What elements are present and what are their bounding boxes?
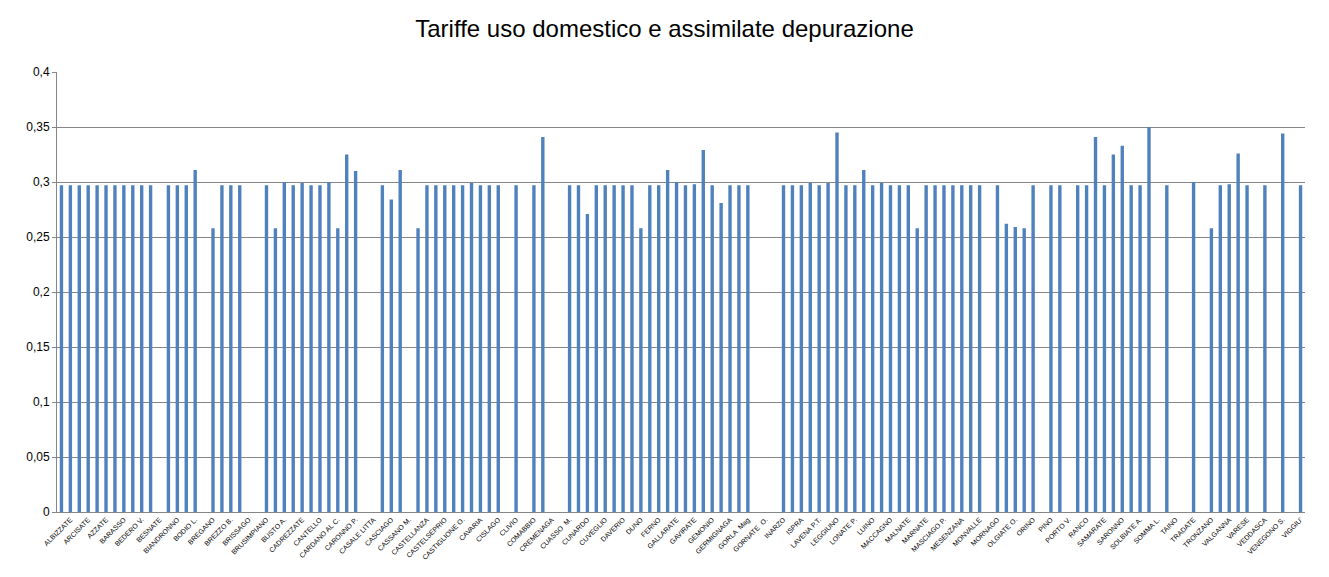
svg-text:LUINO: LUINO [856, 516, 876, 536]
svg-text:0,3: 0,3 [33, 175, 50, 189]
svg-text:CADREZZATE: CADREZZATE [268, 516, 306, 554]
svg-text:SARONNO: SARONNO [1095, 516, 1125, 546]
svg-text:BRISSAGO: BRISSAGO [221, 516, 252, 547]
svg-text:LEGGIUNO: LEGGIUNO [809, 516, 840, 547]
svg-text:CASALE LITTA: CASALE LITTA [338, 516, 377, 555]
svg-text:PORTO V.: PORTO V. [1044, 516, 1072, 544]
svg-text:MASCIAGO P.: MASCIAGO P. [910, 516, 947, 553]
svg-text:BIANDRONNO: BIANDRONNO [142, 516, 181, 555]
svg-text:CLIVIO: CLIVIO [498, 516, 520, 538]
svg-text:MALNATE: MALNATE [884, 516, 912, 544]
svg-text:SOLBIATE A.: SOLBIATE A. [1109, 516, 1144, 551]
svg-text:0,4: 0,4 [33, 65, 50, 79]
svg-text:ARCISATE: ARCISATE [62, 516, 92, 546]
svg-text:GORNATE O.: GORNATE O. [732, 516, 769, 553]
svg-text:BRUSIMPIANO: BRUSIMPIANO [230, 516, 270, 556]
svg-text:BARASSO: BARASSO [98, 516, 127, 545]
svg-text:BESNATE: BESNATE [135, 516, 163, 544]
svg-text:DAVERIO: DAVERIO [599, 516, 626, 543]
svg-text:GAVIRATE: GAVIRATE [668, 516, 697, 545]
svg-text:LONATE P.: LONATE P. [828, 516, 858, 546]
svg-text:ORINO: ORINO [1015, 516, 1037, 538]
svg-text:MORNAGO: MORNAGO [970, 516, 1001, 547]
svg-text:ISPRA: ISPRA [785, 516, 805, 536]
svg-text:MONVALLE: MONVALLE [951, 516, 983, 548]
svg-text:CASTELLANZA: CASTELLANZA [390, 516, 430, 556]
svg-text:0,15: 0,15 [26, 340, 50, 354]
svg-text:AZZATE: AZZATE [86, 516, 110, 540]
svg-text:CANTELLO: CANTELLO [292, 516, 323, 547]
svg-text:CREMENAGA: CREMENAGA [518, 516, 555, 553]
svg-text:TRADATE: TRADATE [1169, 516, 1197, 544]
svg-text:0,2: 0,2 [33, 285, 50, 299]
svg-text:0: 0 [43, 505, 50, 519]
svg-text:COMABBIO: COMABBIO [505, 516, 537, 548]
svg-text:CUASSO M.: CUASSO M. [539, 516, 573, 550]
svg-text:0,35: 0,35 [26, 120, 50, 134]
svg-text:FERNO: FERNO [640, 516, 663, 539]
svg-text:GORLA Mag: GORLA Mag [717, 516, 752, 551]
svg-text:BODIO L.: BODIO L. [172, 516, 198, 542]
svg-text:PINO: PINO [1037, 516, 1054, 533]
svg-text:VALGANNA: VALGANNA [1201, 516, 1233, 548]
svg-text:SAMARATE: SAMARATE [1076, 516, 1108, 548]
svg-text:VEDDASCA: VEDDASCA [1236, 516, 1268, 548]
svg-text:ALBIZZATE: ALBIZZATE [43, 516, 74, 547]
svg-text:GALLARATE: GALLARATE [646, 516, 680, 550]
svg-text:CASSANO M.: CASSANO M. [376, 516, 412, 552]
svg-text:RANCO: RANCO [1067, 516, 1090, 539]
svg-text:Tariffe uso domestico e assimi: Tariffe uso domestico e assimilate depur… [415, 15, 914, 42]
svg-text:MACCAGNO: MACCAGNO [860, 516, 894, 550]
svg-text:0,05: 0,05 [26, 450, 50, 464]
svg-text:GERMIGNAGA: GERMIGNAGA [694, 516, 733, 555]
svg-text:BREGANO: BREGANO [186, 516, 216, 546]
svg-text:VIGGIU': VIGGIU' [1280, 516, 1303, 539]
svg-text:0,25: 0,25 [26, 230, 50, 244]
svg-text:OLGIATE O.: OLGIATE O. [986, 516, 1019, 549]
svg-text:BUSTO A.: BUSTO A. [260, 516, 288, 544]
svg-text:DUNO: DUNO [625, 516, 645, 536]
svg-text:CISLAGO: CISLAGO [474, 516, 501, 543]
svg-text:VENEGONO S.: VENEGONO S. [1246, 516, 1286, 556]
svg-text:BEDERO V.: BEDERO V. [113, 516, 144, 547]
svg-text:CARONNO P.: CARONNO P. [323, 516, 359, 552]
svg-text:CUVEGLIO: CUVEGLIO [578, 516, 609, 547]
svg-text:GEMONIO: GEMONIO [687, 516, 716, 545]
svg-text:TRONZANO: TRONZANO [1182, 516, 1215, 549]
svg-text:VARESE: VARESE [1226, 516, 1251, 541]
svg-text:CASCIAGO: CASCIAGO [363, 516, 394, 547]
svg-text:CARDANO AL C.: CARDANO AL C. [298, 516, 341, 559]
svg-text:SOMMA L.: SOMMA L. [1132, 516, 1161, 545]
svg-text:BREZZO B.: BREZZO B. [203, 516, 234, 547]
svg-text:INARZO: INARZO [763, 516, 787, 540]
svg-text:MESENZANA: MESENZANA [929, 516, 965, 552]
svg-text:LAVENA P.T.: LAVENA P.T. [789, 516, 822, 549]
svg-text:CASTIGLIONE O.: CASTIGLIONE O. [421, 516, 466, 561]
svg-text:0,1: 0,1 [33, 395, 50, 409]
svg-text:MARNATE: MARNATE [901, 516, 930, 545]
svg-text:TAINO: TAINO [1159, 516, 1179, 536]
svg-text:CASTELSEPRIO: CASTELSEPRIO [405, 516, 448, 559]
svg-text:CUNARDO: CUNARDO [561, 516, 591, 546]
svg-text:CAVARIA: CAVARIA [458, 516, 484, 542]
